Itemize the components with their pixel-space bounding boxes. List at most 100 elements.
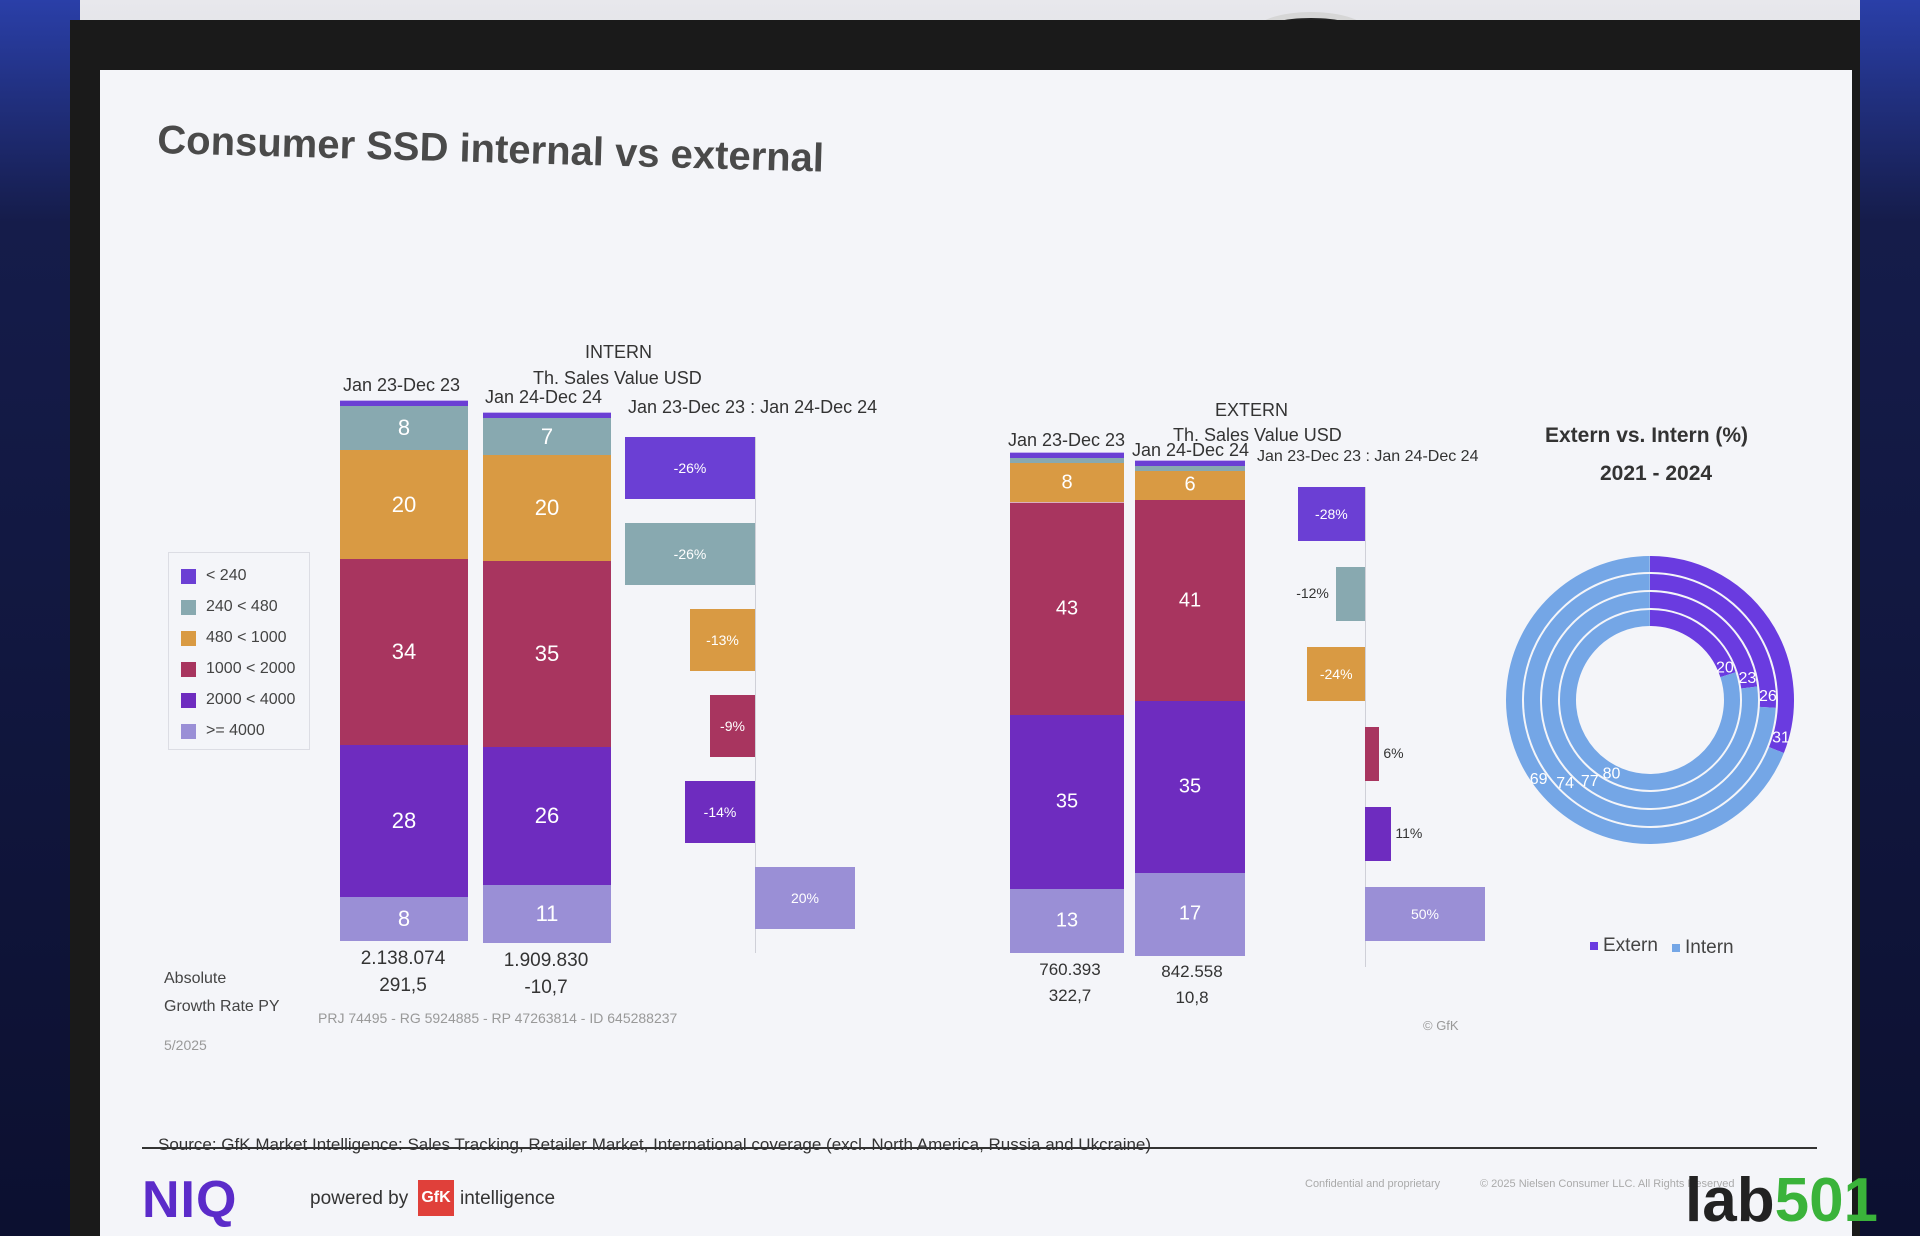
intern-bar-1-240-480: 8 (340, 405, 468, 451)
extern-absolute-2023: 760.393 (1039, 960, 1101, 979)
project-ids: PRJ 74495 - RG 5924885 - RP 47263814 - I… (318, 1010, 678, 1026)
intelligence-text: intelligence (460, 1188, 556, 1209)
intern-bar-2-480-1000: 20 (483, 454, 611, 562)
footer-divider (142, 1147, 1817, 1149)
gfk-copyright: © GfK (1423, 1018, 1459, 1033)
bar-segment-label: 20 (534, 495, 560, 521)
donut-ring-2-extern (1649, 574, 1776, 708)
donut-ring-3-intern (1542, 592, 1758, 808)
donut-title: Extern vs. Intern (%) (1545, 424, 1749, 447)
bar-segment-label: 41 (1178, 589, 1202, 612)
donut-subtitle: 2021 - 2024 (1600, 462, 1713, 485)
intern-change-240: -26% (625, 437, 755, 499)
donut-intern-label: 80 (1603, 765, 1621, 782)
confidential-note: Confidential and proprietary (1305, 1178, 1441, 1190)
intern-growth-2024: -10,7 (524, 977, 568, 998)
intern-category-1: Jan 23-Dec 23 (343, 375, 461, 395)
intern-bar-2-4000: 11 (483, 883, 611, 943)
legend-label: < 240 (206, 567, 247, 584)
bar-segment-label: 11 (535, 900, 559, 926)
extern-subtitle: Th. Sales Value USD (1173, 425, 1342, 445)
donut-ring-3-extern (1649, 592, 1758, 689)
intern-absolute-2023: 2.138.074 (360, 948, 446, 969)
bar-segment-label: 43 (1055, 597, 1079, 620)
extern-category-1: Jan 23-Dec 23 (1008, 430, 1126, 450)
donut-legend-intern-label: Intern (1685, 937, 1734, 958)
intern-bar-1-2000-4000: 28 (340, 743, 468, 898)
bar-segment-label: 6 (1184, 473, 1196, 496)
intern-bar-1-4000: 8 (340, 896, 468, 941)
bar-segment-label: 28 (391, 807, 417, 833)
intern-bar-2-1000-2000: 35 (483, 560, 611, 747)
legend-swatch (181, 692, 196, 708)
change-label: -13% (706, 632, 739, 648)
intern-group-label: INTERN (585, 342, 652, 362)
extern-change-2000-4000 (1365, 807, 1392, 861)
bar-segment-label: 34 (391, 638, 417, 664)
legend-swatch (181, 568, 196, 584)
extern-bar-2-1000-2000: 41 (1135, 499, 1245, 702)
legend-item-4000: >= 4000 (181, 720, 265, 742)
legend-label: 1000 < 2000 (206, 660, 296, 677)
extern-change-240-480 (1336, 567, 1365, 621)
intern-change-480-1000: -13% (690, 609, 755, 671)
source-note: Source: GfK Market Intelligence: Sales T… (158, 1135, 1152, 1154)
intern-change-240-480: -26% (625, 523, 755, 585)
intern-change-axis (755, 437, 756, 953)
legend-label: 240 < 480 (206, 598, 278, 615)
intern-change-1000-2000: -9% (710, 695, 755, 757)
extern-change-480-1000: -24% (1307, 647, 1365, 701)
extern-bar-1-2000-4000: 35 (1010, 714, 1124, 889)
legend-item-480-1000: 480 < 1000 (181, 627, 287, 649)
change-label: 11% (1395, 825, 1423, 841)
donut-legend-extern: Extern (1590, 935, 1658, 957)
extern-category-2: Jan 24-Dec 24 (1132, 440, 1250, 460)
extern-bar-2-480-1000: 6 (1135, 469, 1245, 501)
legend-label: 480 < 1000 (206, 629, 287, 646)
extern-absolute-2024: 842.558 (1161, 962, 1223, 981)
nielsen-copyright: © 2025 Nielsen Consumer LLC. All Rights … (1480, 1178, 1735, 1190)
gfk-logo: GfK (418, 1180, 454, 1216)
extern-group-label: EXTERN (1215, 400, 1289, 420)
bar-segment-label: 8 (397, 415, 411, 441)
intern-bar-1-480-1000: 20 (340, 449, 468, 560)
extern-change-240: -28% (1297, 487, 1365, 541)
extern-bar-2-2000-4000: 35 (1135, 700, 1245, 873)
legend-item-240: < 240 (181, 565, 246, 587)
donut-extern-label: 20 (1716, 660, 1734, 677)
change-label: 50% (1410, 906, 1440, 922)
niq-logo: NIQ (142, 1171, 238, 1229)
intern-change-header: Jan 23-Dec 23 : Jan 24-Dec 24 (628, 397, 878, 417)
bar-segment-label: 8 (397, 906, 411, 932)
change-label: -28% (1315, 506, 1348, 522)
legend-item-240-480: 240 < 480 (181, 596, 278, 618)
bar-segment-label: 35 (1055, 790, 1079, 813)
powered-by-text: powered by (310, 1188, 409, 1209)
lab501-watermark: lab501 (1685, 1165, 1878, 1236)
change-label: -26% (673, 546, 707, 562)
bar-segment-label: 26 (534, 802, 560, 828)
extern-bar-1-1000-2000: 43 (1010, 501, 1124, 716)
legend-swatch (181, 630, 196, 646)
bar-segment-label: 20 (391, 491, 417, 517)
extern-bar-1-240 (1010, 452, 1124, 458)
donut-ring-2-intern (1524, 574, 1776, 826)
legend-swatch (181, 599, 196, 615)
absolute-row-label: Absolute (164, 970, 227, 987)
extern-bar-1-480-1000: 8 (1010, 461, 1124, 503)
intern-growth-2023: 291,5 (379, 975, 427, 996)
donut-ring-1-intern (1506, 556, 1784, 844)
bar-segment-label: 35 (534, 641, 560, 667)
donut-legend-intern-swatch (1672, 944, 1680, 952)
extern-bar-2-240 (1135, 460, 1245, 466)
legend-label: 2000 < 4000 (206, 691, 296, 708)
size-legend: < 240 240 < 480 480 < 1000 1000 < 2000 2000 … (168, 552, 310, 750)
donut-extern-label: 31 (1772, 730, 1790, 747)
donut-ring-4-intern (1560, 610, 1740, 790)
extern-change-header: Jan 23-Dec 23 : Jan 24-Dec 24 (1257, 448, 1479, 465)
donut-extern-label: 26 (1759, 688, 1777, 705)
donut-ring-1-extern (1649, 556, 1794, 754)
watermark-lab: lab (1685, 1166, 1775, 1235)
intern-absolute-2024: 1.909.830 (503, 950, 589, 971)
bar-segment-label: 35 (1178, 775, 1202, 798)
